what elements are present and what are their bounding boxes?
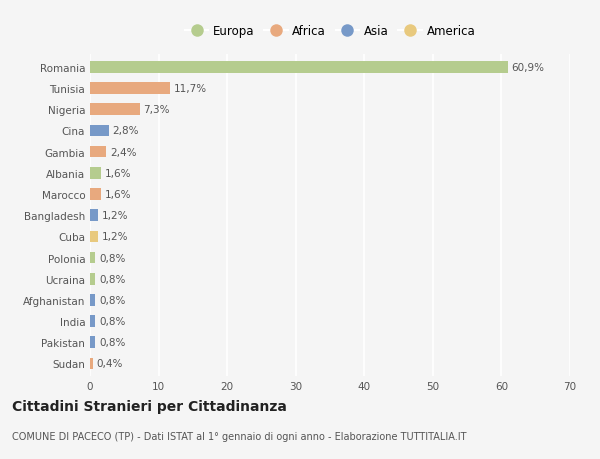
- Text: 0,8%: 0,8%: [99, 337, 125, 347]
- Bar: [90, 210, 98, 222]
- Bar: [90, 104, 140, 116]
- Bar: [90, 168, 101, 179]
- Bar: [90, 125, 109, 137]
- Bar: [90, 83, 170, 95]
- Bar: [90, 189, 101, 201]
- Text: 0,8%: 0,8%: [99, 316, 125, 326]
- Bar: [90, 337, 95, 348]
- Text: 1,6%: 1,6%: [104, 190, 131, 200]
- Legend: Europa, Africa, Asia, America: Europa, Africa, Asia, America: [180, 20, 480, 43]
- Bar: [90, 316, 95, 327]
- Bar: [90, 273, 95, 285]
- Bar: [90, 295, 95, 306]
- Bar: [90, 252, 95, 264]
- Text: 60,9%: 60,9%: [511, 63, 544, 73]
- Bar: [90, 358, 93, 369]
- Text: 7,3%: 7,3%: [143, 105, 170, 115]
- Text: 2,8%: 2,8%: [113, 126, 139, 136]
- Text: 0,8%: 0,8%: [99, 274, 125, 284]
- Bar: [90, 62, 508, 73]
- Text: 1,2%: 1,2%: [101, 232, 128, 242]
- Text: 1,2%: 1,2%: [101, 211, 128, 221]
- Text: Cittadini Stranieri per Cittadinanza: Cittadini Stranieri per Cittadinanza: [12, 399, 287, 413]
- Bar: [90, 231, 98, 243]
- Text: 0,4%: 0,4%: [96, 358, 122, 369]
- Text: 0,8%: 0,8%: [99, 295, 125, 305]
- Text: 11,7%: 11,7%: [173, 84, 207, 94]
- Text: 0,8%: 0,8%: [99, 253, 125, 263]
- Bar: [90, 146, 106, 158]
- Text: 2,4%: 2,4%: [110, 147, 136, 157]
- Text: COMUNE DI PACECO (TP) - Dati ISTAT al 1° gennaio di ogni anno - Elaborazione TUT: COMUNE DI PACECO (TP) - Dati ISTAT al 1°…: [12, 431, 467, 442]
- Text: 1,6%: 1,6%: [104, 168, 131, 179]
